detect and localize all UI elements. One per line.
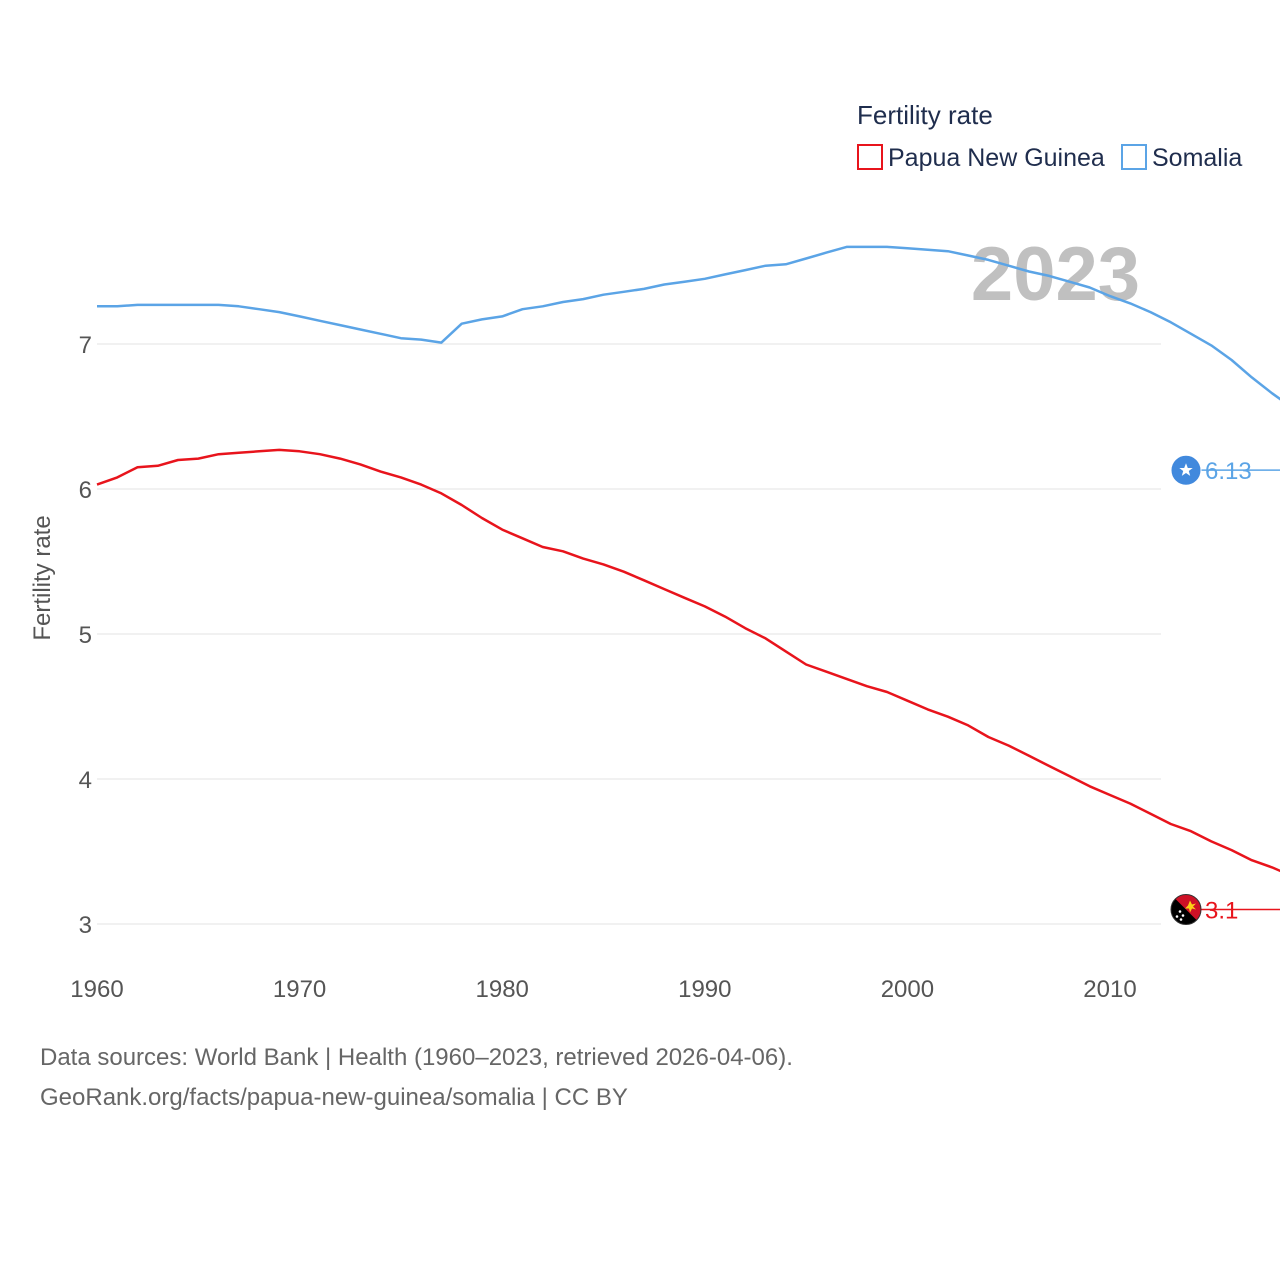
legend-swatch-papua-new-guinea — [857, 144, 883, 170]
x-tick-label: 1990 — [678, 976, 731, 1003]
legend-title: Fertility rate — [857, 100, 993, 130]
current-year-label: 2023 — [971, 232, 1140, 317]
series-lines — [96, 245, 1280, 911]
x-tick-label: 1970 — [273, 976, 326, 1003]
legend-label-papua-new-guinea: Papua New Guinea — [888, 144, 1105, 172]
footer-data-sources: Data sources: World Bank | Health (1960–… — [40, 1044, 793, 1071]
footer-attribution-link[interactable]: GeoRank.org/facts/papua-new-guinea/somal… — [40, 1084, 628, 1111]
series-line-somalia — [97, 245, 1280, 401]
y-tick-label: 7 — [79, 332, 92, 359]
series-line-papua-new-guinea — [96, 448, 1280, 873]
end-value-label-papua-new-guinea: 3.1 — [1205, 898, 1238, 925]
y-tick-label: 6 — [79, 477, 92, 504]
legend-swatch-somalia — [1121, 144, 1147, 170]
gridlines — [97, 343, 1161, 925]
legend: Fertility rate Papua New Guinea Somalia — [857, 100, 1242, 172]
papua-new-guinea-flag-icon — [1170, 894, 1202, 925]
x-tick-label: 2010 — [1083, 976, 1136, 1003]
y-tick-label: 4 — [79, 767, 92, 794]
legend-label-somalia: Somalia — [1152, 144, 1242, 172]
end-value-label-somalia: 6.13 — [1205, 458, 1252, 485]
x-tick-label: 1980 — [476, 976, 529, 1003]
somalia-flag-icon — [1170, 454, 1202, 486]
y-axis-label: Fertility rate — [29, 515, 56, 640]
x-tick-label: 1960 — [70, 976, 123, 1003]
y-axis-ticks: 3 4 5 6 7 — [79, 332, 92, 939]
legend-item-papua-new-guinea[interactable]: Papua New Guinea — [857, 144, 1105, 172]
legend-item-somalia[interactable]: Somalia — [1121, 144, 1242, 172]
x-axis-ticks: 1960197019801990200020102020 — [70, 976, 1136, 1003]
y-tick-label: 3 — [79, 912, 92, 939]
y-tick-label: 5 — [79, 622, 92, 649]
x-tick-label: 2000 — [881, 976, 934, 1003]
